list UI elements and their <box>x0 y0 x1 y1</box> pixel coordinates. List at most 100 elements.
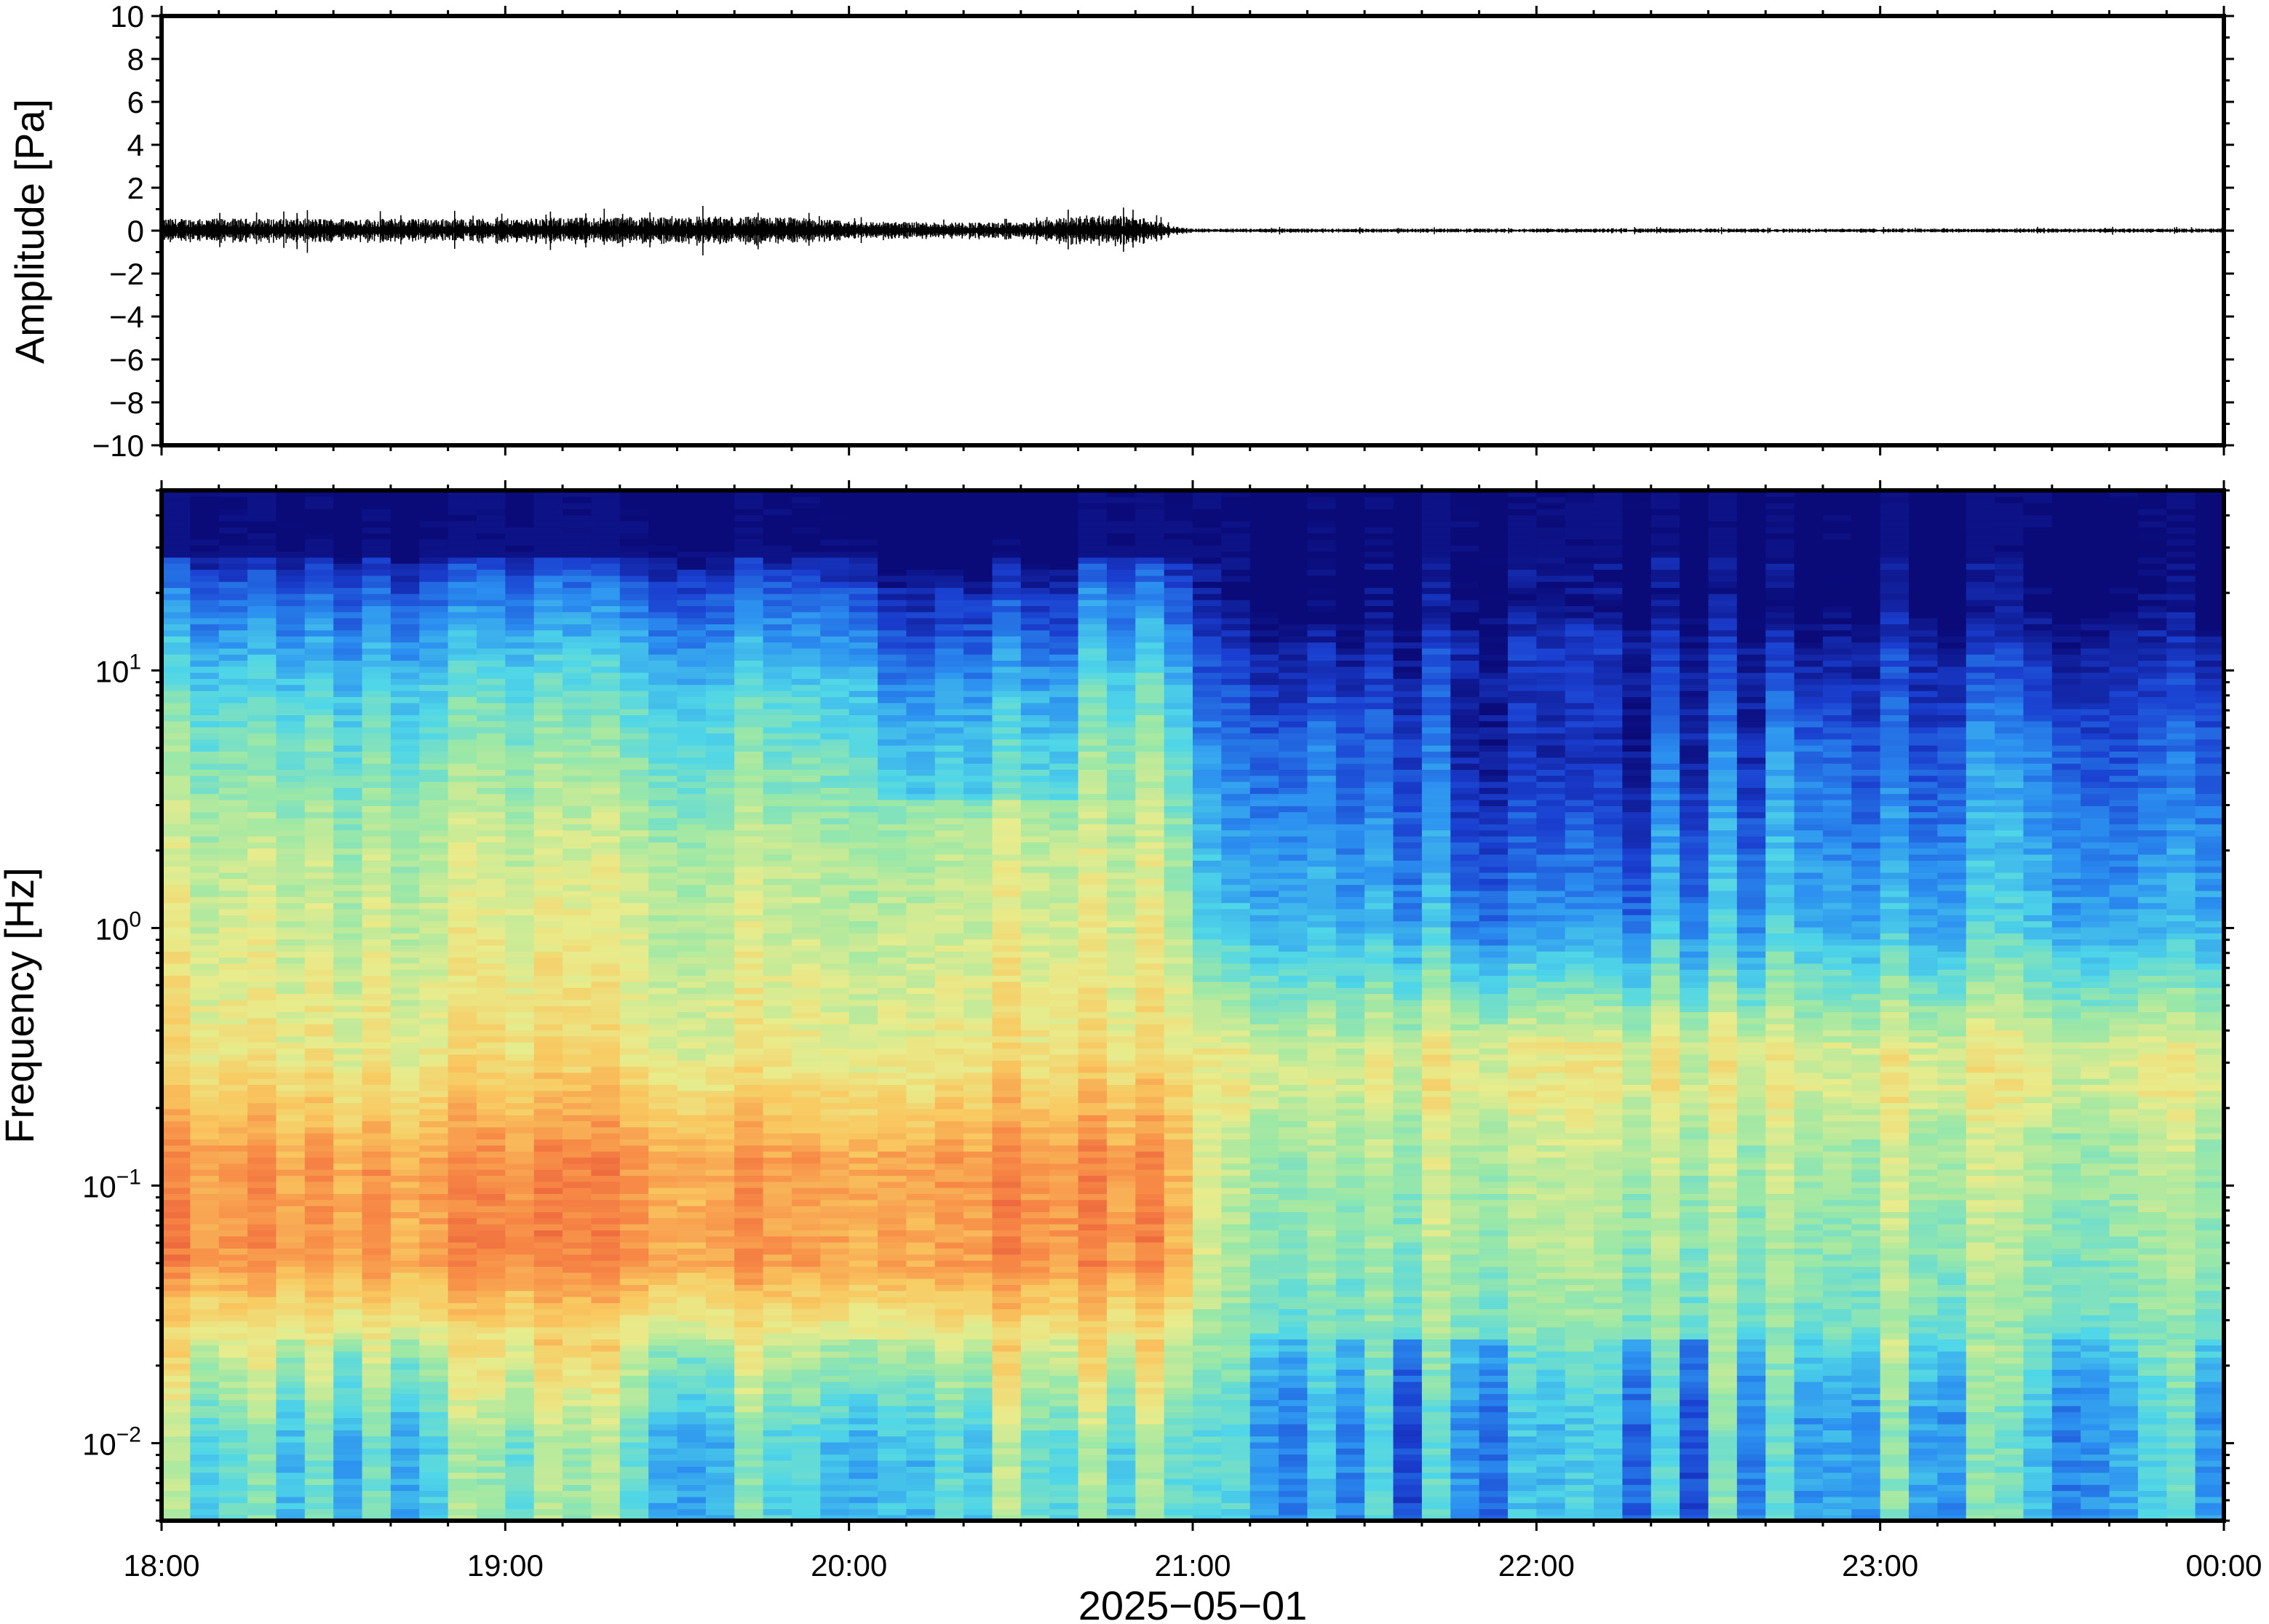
spectrogram-cell <box>763 1181 792 1188</box>
spectrogram-cell <box>705 1436 736 1443</box>
spectrogram-cell <box>476 551 506 558</box>
spectrogram-cell <box>791 508 822 516</box>
spectrogram-cell <box>563 1169 592 1177</box>
spectrogram-cell <box>820 963 850 970</box>
spectrogram-cell <box>190 1321 220 1328</box>
spectrogram-cell <box>906 1084 936 1091</box>
spectrogram-cell <box>304 502 334 509</box>
spectrogram-cell <box>591 1302 621 1310</box>
spectrogram-cell <box>849 1072 878 1079</box>
spectrogram-cell <box>448 963 477 970</box>
spectrogram-cell <box>563 902 592 909</box>
spectrogram-cell <box>218 1072 248 1079</box>
spectrogram-cell <box>763 642 792 649</box>
spectrogram-cell <box>648 999 678 1006</box>
spectrogram-cell <box>563 1241 592 1249</box>
spectrogram-cell <box>563 933 592 940</box>
spectrogram-cell <box>390 1339 421 1346</box>
spectrogram-cell <box>304 557 334 564</box>
spectrogram-cell <box>162 1017 191 1024</box>
spectrogram-cell <box>734 1121 764 1128</box>
spectrogram-cell <box>476 648 506 655</box>
spectrogram-cell <box>362 1199 392 1206</box>
spectrogram-cell <box>304 1217 334 1225</box>
spectrogram-cell <box>963 1102 993 1110</box>
spectrogram-cell <box>619 866 649 873</box>
spectrogram-cell <box>218 787 248 795</box>
spectrogram-cell <box>963 1030 993 1037</box>
spectrogram-cell <box>705 1472 736 1479</box>
spectrogram-cell <box>763 1126 792 1134</box>
spectrogram-cell <box>934 1132 964 1140</box>
spectrogram-cell <box>677 775 707 782</box>
spectrogram-cell <box>476 890 506 897</box>
spectrogram-cell <box>533 1169 563 1177</box>
spectrogram-cell <box>849 702 878 709</box>
spectrogram-cell <box>533 1284 563 1291</box>
spectrogram-cell <box>304 757 334 764</box>
spectrogram-cell <box>533 842 563 849</box>
spectrogram-cell <box>878 648 907 655</box>
spectrogram-cell <box>763 1217 792 1225</box>
spectrogram-cell <box>505 1048 535 1055</box>
spectrogram-cell <box>419 957 449 964</box>
spectrogram-cell <box>218 678 248 685</box>
spectrogram-cell <box>218 1102 248 1110</box>
spectrogram-cell <box>362 629 392 637</box>
spectrogram-cell <box>677 1363 707 1370</box>
spectrogram-cell <box>362 1090 392 1097</box>
spectrogram-cell <box>963 1290 993 1297</box>
spectrogram-cell <box>677 908 707 915</box>
spectrogram-cell <box>849 1350 878 1358</box>
spectrogram-cell <box>648 1254 678 1261</box>
spectrogram-cell <box>362 1223 392 1230</box>
spectrogram-cell <box>304 793 334 800</box>
spectrogram-cell <box>419 1417 449 1425</box>
spectrogram-cell <box>362 848 392 855</box>
spectrogram-cell <box>705 1363 736 1370</box>
spectrogram-cell <box>791 1223 822 1230</box>
spectrogram-cell <box>218 902 248 909</box>
spectrogram-cell <box>648 1345 678 1352</box>
spectrogram-cell <box>390 1417 421 1425</box>
spectrogram-cell <box>333 1048 363 1055</box>
spectrogram-cell <box>963 1041 993 1049</box>
spectrogram-cell <box>162 1059 191 1067</box>
spectrogram-cell <box>304 733 334 740</box>
y-tick-label: −2 <box>109 257 144 291</box>
spectrogram-cell <box>218 1259 248 1267</box>
spectrogram-cell <box>448 842 477 849</box>
spectrogram-cell <box>677 629 707 637</box>
spectrogram-cell <box>419 642 449 649</box>
spectrogram-cell <box>878 1102 907 1110</box>
spectrogram-cell <box>333 1496 363 1503</box>
spectrogram-cell <box>705 866 736 873</box>
spectrogram-cell <box>619 1163 649 1170</box>
spectrogram-cell <box>705 690 736 697</box>
spectrogram-cell <box>591 551 621 558</box>
spectrogram-cell <box>648 1514 678 1521</box>
spectrogram-cell <box>934 490 964 498</box>
spectrogram-cell <box>505 751 535 758</box>
spectrogram-cell <box>906 751 936 758</box>
spectrogram-cell <box>705 963 736 970</box>
spectrogram-cell <box>934 611 964 618</box>
spectrogram-cell <box>934 1193 964 1201</box>
spectrogram-cell <box>333 629 363 637</box>
spectrogram-cell <box>734 787 764 795</box>
spectrogram-cell <box>619 999 649 1006</box>
spectrogram-cell <box>878 1114 907 1122</box>
spectrogram-cell <box>648 751 678 758</box>
spectrogram-cell <box>333 744 363 752</box>
spectrogram-cell <box>448 617 477 625</box>
spectrogram-cell <box>906 1454 936 1461</box>
spectrogram-cell <box>878 1205 907 1212</box>
spectrogram-cell <box>476 1357 506 1364</box>
spectrogram-cell <box>734 557 764 564</box>
spectrogram-cell <box>218 1332 248 1340</box>
spectrogram-cell <box>705 860 736 867</box>
spectrogram-cell <box>791 587 822 594</box>
spectrogram-cell <box>419 1350 449 1358</box>
spectrogram-cell <box>533 1502 563 1510</box>
spectrogram-cell <box>734 1296 764 1303</box>
